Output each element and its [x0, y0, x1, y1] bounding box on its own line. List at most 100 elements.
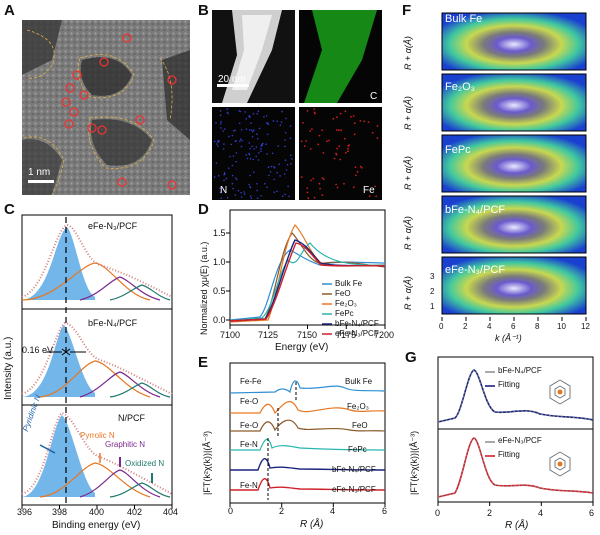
- eds-dot: [233, 130, 235, 132]
- eds-dot: [335, 152, 337, 155]
- f-ytick-2: 2: [430, 287, 435, 296]
- panel-label-g: G: [405, 349, 417, 366]
- f-xtick-3: 6: [511, 322, 516, 331]
- eds-dot: [340, 129, 342, 132]
- eds-dot: [245, 154, 247, 156]
- eds-dot: [353, 133, 356, 136]
- eds-dot: [265, 115, 268, 117]
- eds-dot: [291, 158, 293, 160]
- eds-dot: [229, 155, 231, 158]
- eds-dot: [222, 148, 225, 150]
- panel-label-a: A: [4, 2, 15, 19]
- eds-dot: [319, 187, 321, 190]
- eds-dot: [216, 143, 218, 145]
- eds-dot: [222, 189, 225, 191]
- d-legend-1: FeO: [335, 289, 351, 298]
- e-curve-2: FeO: [352, 421, 368, 430]
- eds-dot: [253, 171, 255, 174]
- eds-dot: [321, 194, 324, 197]
- eds-dot: [273, 191, 276, 193]
- g-xtick-1: 2: [487, 508, 493, 518]
- eds-dot: [288, 195, 290, 198]
- eds-dot: [309, 148, 312, 150]
- eds-dot: [321, 129, 323, 132]
- eds-dot: [336, 147, 338, 150]
- eds-dot: [279, 124, 282, 126]
- panel-a-stem-image: [22, 20, 190, 195]
- eds-dot: [248, 152, 250, 155]
- f-ylabel-0: R + α(Å): [403, 36, 413, 70]
- map-label-n: N: [220, 185, 228, 196]
- eds-dot: [306, 110, 309, 112]
- eds-dot: [312, 177, 315, 180]
- d-ylabel: Normalized χμ(E) (a.u.): [199, 241, 209, 335]
- eds-dot: [266, 153, 268, 155]
- eds-dot: [256, 183, 258, 185]
- eds-dot: [249, 147, 251, 150]
- c-graphitic-label: Graphitic N: [105, 440, 146, 449]
- eds-dot: [284, 159, 287, 161]
- c-xlabel: Binding energy (eV): [52, 520, 141, 531]
- eds-dot: [332, 117, 335, 120]
- wt-map: [441, 73, 587, 132]
- eds-dot: [313, 108, 316, 110]
- eds-dot: [283, 173, 286, 175]
- eds-dot: [213, 140, 216, 143]
- e-curve-5: eFe-N₃/PCF: [332, 485, 376, 494]
- eds-dot: [252, 112, 255, 115]
- eds-dot: [359, 165, 362, 168]
- eds-dot: [306, 191, 309, 194]
- eds-dot: [238, 110, 240, 112]
- eds-dot: [333, 157, 336, 160]
- eds-dot: [239, 140, 241, 142]
- panel-label-b: B: [198, 2, 209, 19]
- eds-dot: [300, 140, 303, 143]
- d-xlabel: Energy (eV): [275, 342, 329, 353]
- g-xtick-0: 0: [435, 508, 441, 518]
- eds-dot: [368, 195, 371, 198]
- e-xlabel: R (Å): [300, 519, 324, 530]
- g-xlabel: R (Å): [505, 520, 529, 531]
- eds-dot: [310, 179, 312, 182]
- e-xtick-2: 4: [330, 506, 336, 516]
- panel-c-xps: [21, 214, 173, 509]
- eds-dot: [249, 195, 252, 197]
- d-legend-5: eFe-N₃/PCF: [335, 329, 379, 338]
- eds-dot: [253, 148, 255, 150]
- eds-dot: [267, 123, 269, 125]
- eds-dot: [236, 178, 238, 181]
- eds-dot: [219, 114, 222, 116]
- eds-dot: [273, 178, 275, 181]
- eds-dot: [322, 178, 325, 181]
- eds-dot: [335, 183, 337, 186]
- eds-dot: [284, 193, 286, 196]
- eds-dot: [248, 116, 251, 118]
- eds-dot: [273, 165, 275, 168]
- panel-label-e: E: [198, 354, 209, 371]
- eds-dot: [213, 176, 216, 178]
- eds-dot: [250, 197, 253, 199]
- f-ylabel-2: R + α(Å): [403, 156, 413, 190]
- eds-dot: [266, 186, 268, 189]
- e-bond-3: Fe-N: [240, 440, 258, 449]
- eds-dot: [284, 132, 287, 134]
- d-legend-2: Fe₂O₃: [335, 299, 357, 308]
- eds-dot: [237, 189, 240, 192]
- wt-map: [441, 195, 587, 254]
- eds-dot: [240, 191, 242, 194]
- eds-dot: [256, 197, 259, 199]
- c-xtick-3: 402: [127, 507, 143, 517]
- eds-dot: [337, 129, 340, 132]
- eds-dot: [260, 147, 262, 150]
- e-curve-0: Bulk Fe: [345, 377, 373, 386]
- eds-dot: [263, 116, 265, 118]
- panel-a-scalebar-label: 1 nm: [28, 167, 51, 178]
- eds-dot: [311, 128, 313, 130]
- eds-dot: [226, 108, 228, 110]
- eds-dot: [336, 186, 339, 189]
- eds-dot: [223, 172, 226, 174]
- d-xtick-0: 7100: [220, 330, 241, 340]
- eds-dot: [217, 141, 219, 143]
- eds-dot: [219, 187, 221, 190]
- eds-dot: [277, 145, 279, 147]
